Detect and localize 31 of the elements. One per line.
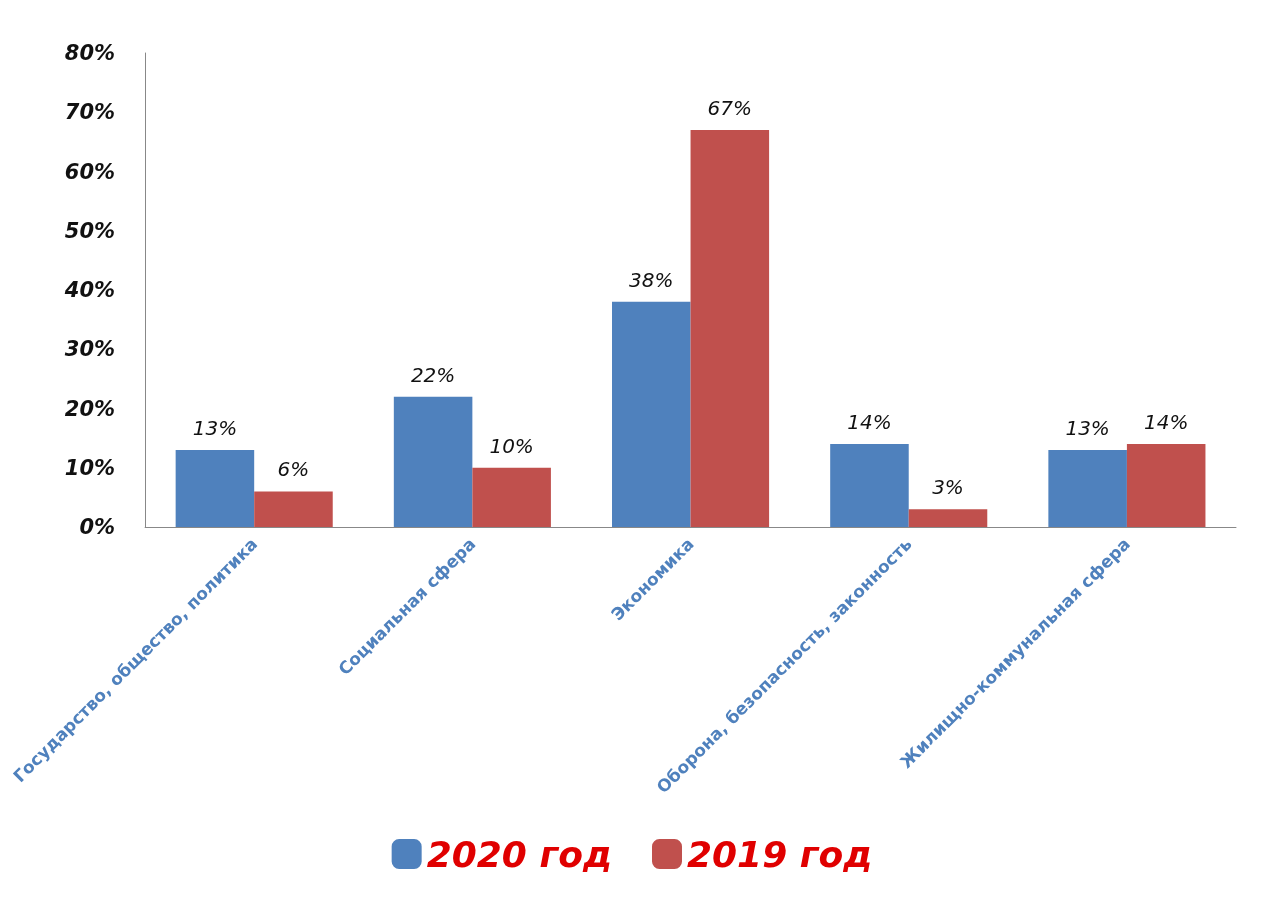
y-tick-label: 0%: [79, 515, 116, 539]
data-label: 67%: [707, 96, 753, 121]
bar: [254, 491, 333, 527]
data-label: 10%: [489, 433, 534, 458]
bar: [175, 449, 255, 527]
data-label: 14%: [847, 410, 892, 435]
y-tick-label: 80%: [64, 41, 116, 65]
y-tick-label: 50%: [64, 218, 116, 243]
y-tick-label: 10%: [64, 455, 116, 480]
bar: [393, 396, 473, 527]
y-tick-label: 20%: [64, 396, 116, 421]
y-tick-label: 60%: [64, 159, 116, 184]
data-label: 38%: [629, 267, 674, 292]
bar: [1048, 449, 1127, 527]
data-label: 22%: [410, 362, 456, 387]
bar: [830, 444, 909, 527]
data-label: 13%: [1065, 415, 1110, 440]
bar: [908, 509, 988, 527]
legend-label: 2020 год: [426, 833, 612, 875]
y-tick-label: 70%: [64, 100, 116, 125]
data-label: 14%: [1143, 410, 1189, 435]
y-tick-label: 40%: [63, 278, 116, 302]
legend-label: 2019 год: [687, 833, 873, 875]
bar: [472, 467, 551, 527]
data-label: 3%: [932, 475, 964, 500]
bar: [612, 301, 691, 527]
y-tick-label: 30%: [64, 337, 116, 362]
data-label: 13%: [192, 415, 238, 440]
data-label: 6%: [277, 457, 310, 482]
bar: [1126, 444, 1206, 527]
bar: [690, 130, 770, 527]
